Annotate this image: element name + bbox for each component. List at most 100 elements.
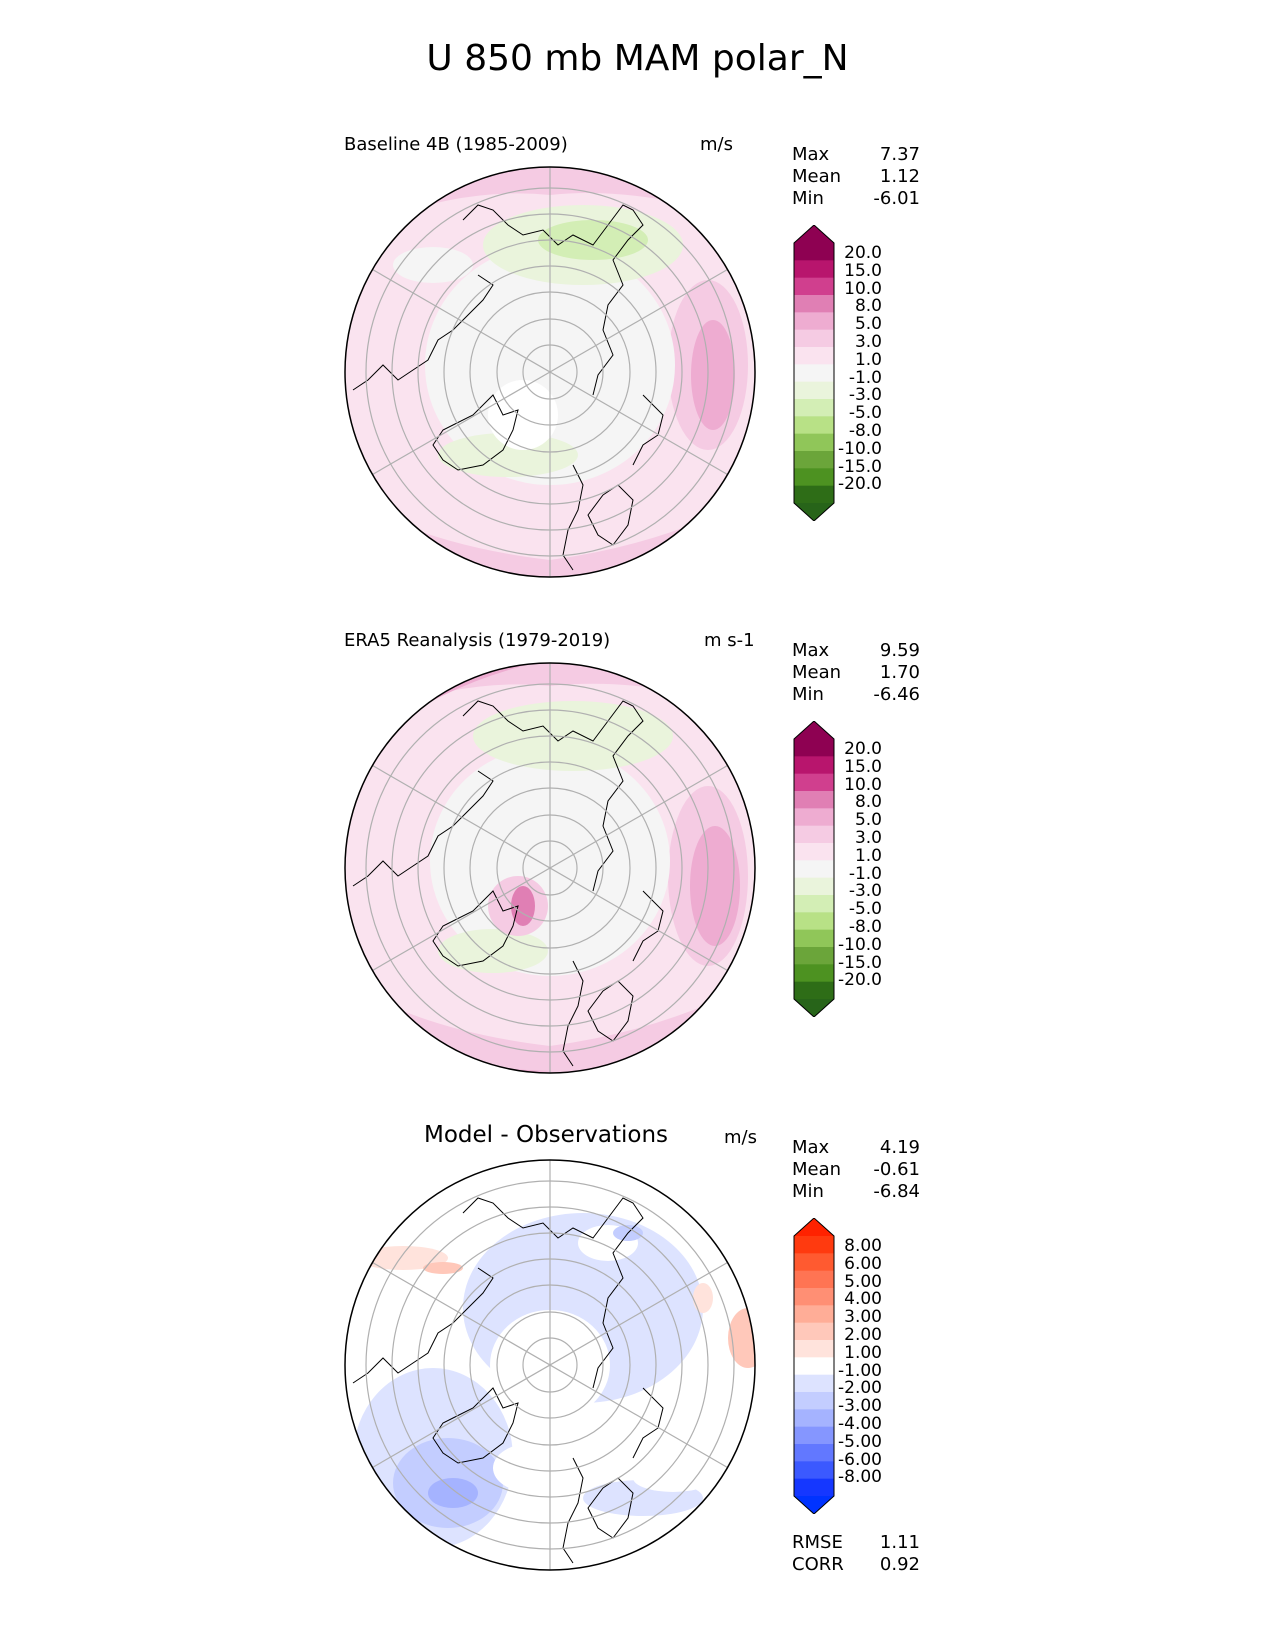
colorbar-swatch xyxy=(794,825,834,844)
tick-label: 10.0 xyxy=(844,278,882,299)
colorbar-swatch xyxy=(794,243,834,261)
coastlines xyxy=(352,700,664,1067)
colorbar-swatch xyxy=(794,912,834,931)
colorbar-swatch xyxy=(794,1357,834,1376)
colorbar-swatch xyxy=(794,1305,834,1324)
colorbar-swatches xyxy=(793,224,835,522)
tick-label: -5.00 xyxy=(838,1431,882,1452)
colorbar-swatch xyxy=(794,1340,834,1358)
tick-label: 20.0 xyxy=(844,739,882,759)
tick-label: -5.0 xyxy=(848,899,882,920)
tick-label: 10.0 xyxy=(844,774,882,795)
tick-label: 5.00 xyxy=(844,1271,882,1292)
colorbar-swatch xyxy=(794,895,834,913)
colorbar-swatch xyxy=(794,1461,834,1480)
colorbar-swatch xyxy=(794,399,834,417)
colorbar-swatch xyxy=(794,947,834,965)
tick-label: -6.00 xyxy=(838,1449,882,1470)
tick-label: 3.0 xyxy=(854,331,882,352)
tick-label: -20.0 xyxy=(838,474,882,495)
panel-2-label: ERA5 Reanalysis (1979-2019) xyxy=(344,630,611,651)
tick-label: -8.00 xyxy=(838,1467,882,1488)
stat-max: Max 7.37 xyxy=(792,144,920,165)
colorbar-outline xyxy=(793,720,835,1018)
colorbar-swatch xyxy=(794,260,834,279)
colorbar-swatch xyxy=(794,277,834,296)
colorbar-swatch xyxy=(794,1409,834,1428)
colorbar-outline xyxy=(793,224,835,522)
panel-1-label: Baseline 4B (1985-2009) xyxy=(344,134,568,155)
tick-label: -10.0 xyxy=(838,438,882,459)
stat-max: Max 9.59 xyxy=(792,640,920,661)
stat-corr: CORR 0.92 xyxy=(792,1554,920,1575)
colorbar-extend-top xyxy=(794,721,834,739)
tick-label: -1.0 xyxy=(848,367,882,388)
tick-label: 8.0 xyxy=(854,792,882,813)
panel-3-units: m/s xyxy=(724,1127,757,1148)
panel-2-stats: Max 9.59 Mean 1.70 Min -6.46 xyxy=(792,640,920,706)
colorbar-swatch xyxy=(794,347,834,365)
colorbar-swatch xyxy=(794,964,834,983)
colorbar-swatch xyxy=(794,929,834,948)
tick-label: 15.0 xyxy=(844,756,882,777)
panel-1-colorbar-ticks: 20.0 15.0 10.0 8.0 5.0 3.0 1.0 -1.0 -3.0… xyxy=(838,243,882,495)
colorbar-swatches xyxy=(793,1217,835,1515)
panel-3-polar-map xyxy=(344,1159,756,1571)
colorbar-swatch xyxy=(794,295,834,313)
colorbar-swatch xyxy=(794,877,834,896)
stat-min: Min -6.84 xyxy=(792,1181,920,1202)
colorbar-swatch xyxy=(794,860,834,879)
tick-label: 1.0 xyxy=(854,845,882,866)
tick-label: -3.0 xyxy=(848,385,882,406)
graticule xyxy=(365,663,735,1073)
panel-1-polar-map xyxy=(344,166,756,578)
coastlines xyxy=(352,204,664,571)
tick-label: -3.00 xyxy=(838,1396,882,1417)
tick-label: 3.00 xyxy=(844,1307,882,1328)
tick-label: -1.0 xyxy=(848,863,882,884)
tick-label: -1.00 xyxy=(838,1360,882,1381)
colorbar-swatch xyxy=(794,1253,834,1272)
figure-title: U 850 mb MAM polar_N xyxy=(426,38,849,79)
colorbar-swatch xyxy=(794,1444,834,1462)
colorbar-swatch xyxy=(794,1288,834,1306)
colorbar-swatch xyxy=(794,1270,834,1289)
tick-label: 20.0 xyxy=(844,243,882,263)
colorbar-swatch xyxy=(794,416,834,435)
colorbar-swatch xyxy=(794,773,834,792)
colorbar-extend-bottom xyxy=(794,999,834,1017)
colorbar-swatch xyxy=(794,1236,834,1254)
tick-label: -5.0 xyxy=(848,403,882,424)
colorbar-swatch xyxy=(794,843,834,861)
colorbar-swatch xyxy=(794,1392,834,1410)
colorbar-swatch xyxy=(794,791,834,809)
tick-label: 1.0 xyxy=(854,349,882,370)
tick-label: -15.0 xyxy=(838,952,882,973)
tick-label: 2.00 xyxy=(844,1324,882,1345)
colorbar-swatch xyxy=(794,312,834,331)
panel-2-units: m s-1 xyxy=(704,630,755,651)
graticule xyxy=(365,1160,735,1570)
tick-label: 1.00 xyxy=(844,1342,882,1363)
stat-mean: Mean 1.70 xyxy=(792,662,920,683)
colorbar-swatch xyxy=(794,451,834,469)
stat-max: Max 4.19 xyxy=(792,1137,920,1158)
panel-3-extra-stats: RMSE 1.11 CORR 0.92 xyxy=(792,1532,920,1576)
tick-label: 8.00 xyxy=(844,1236,882,1256)
colorbar-extend-top xyxy=(794,1218,834,1236)
colorbar-swatch xyxy=(794,1322,834,1341)
panel-2-polar-map xyxy=(344,662,756,1074)
colorbar-swatch xyxy=(794,485,834,504)
tick-label: -2.00 xyxy=(838,1378,882,1399)
tick-label: -3.0 xyxy=(848,881,882,902)
panel-2-colorbar-ticks: 20.0 15.0 10.0 8.0 5.0 3.0 1.0 -1.0 -3.0… xyxy=(838,739,882,990)
tick-label: -8.0 xyxy=(848,916,882,937)
tick-label: 5.0 xyxy=(854,314,882,335)
colorbar-swatch xyxy=(794,329,834,348)
stat-mean: Mean -0.61 xyxy=(792,1159,920,1180)
stat-mean: Mean 1.12 xyxy=(792,166,920,187)
panel-1-stats: Max 7.37 Mean 1.12 Min -6.01 xyxy=(792,144,920,210)
colorbar-swatch xyxy=(794,468,834,487)
panel-3-colorbar xyxy=(792,1217,836,1518)
tick-label: -4.00 xyxy=(838,1413,882,1434)
